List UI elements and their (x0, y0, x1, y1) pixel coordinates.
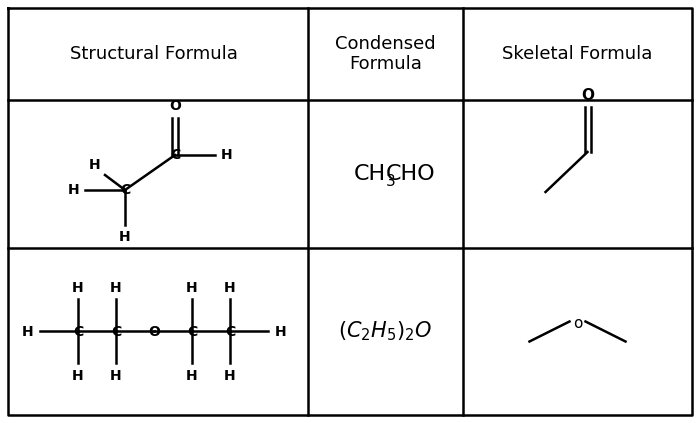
Text: H: H (72, 368, 84, 382)
Text: $(C_2H_5)_2O$: $(C_2H_5)_2O$ (339, 320, 433, 343)
Text: Skeletal Formula: Skeletal Formula (503, 45, 652, 63)
Text: O: O (148, 324, 160, 338)
Text: H: H (72, 280, 84, 294)
Text: H: H (88, 158, 100, 172)
Text: C: C (73, 324, 83, 338)
Text: C: C (225, 324, 235, 338)
Text: H: H (110, 280, 122, 294)
Text: H: H (186, 280, 198, 294)
Text: H: H (224, 280, 236, 294)
Text: H: H (224, 368, 236, 382)
Text: H: H (221, 148, 232, 162)
Text: H: H (275, 324, 286, 338)
Text: CH: CH (354, 164, 386, 184)
Text: H: H (186, 368, 198, 382)
Text: O: O (581, 88, 594, 103)
Text: CHO: CHO (386, 164, 435, 184)
Text: C: C (187, 324, 197, 338)
Text: H: H (67, 183, 79, 197)
Text: C: C (120, 183, 130, 197)
Text: C: C (170, 148, 180, 162)
Text: Condensed
Formula: Condensed Formula (335, 35, 436, 74)
Text: Structural Formula: Structural Formula (70, 45, 238, 63)
Text: o: o (573, 316, 582, 331)
Text: H: H (110, 368, 122, 382)
Text: H: H (22, 324, 33, 338)
Text: H: H (119, 230, 131, 244)
Text: C: C (111, 324, 121, 338)
Text: O: O (169, 99, 181, 113)
Text: 3: 3 (386, 175, 396, 190)
